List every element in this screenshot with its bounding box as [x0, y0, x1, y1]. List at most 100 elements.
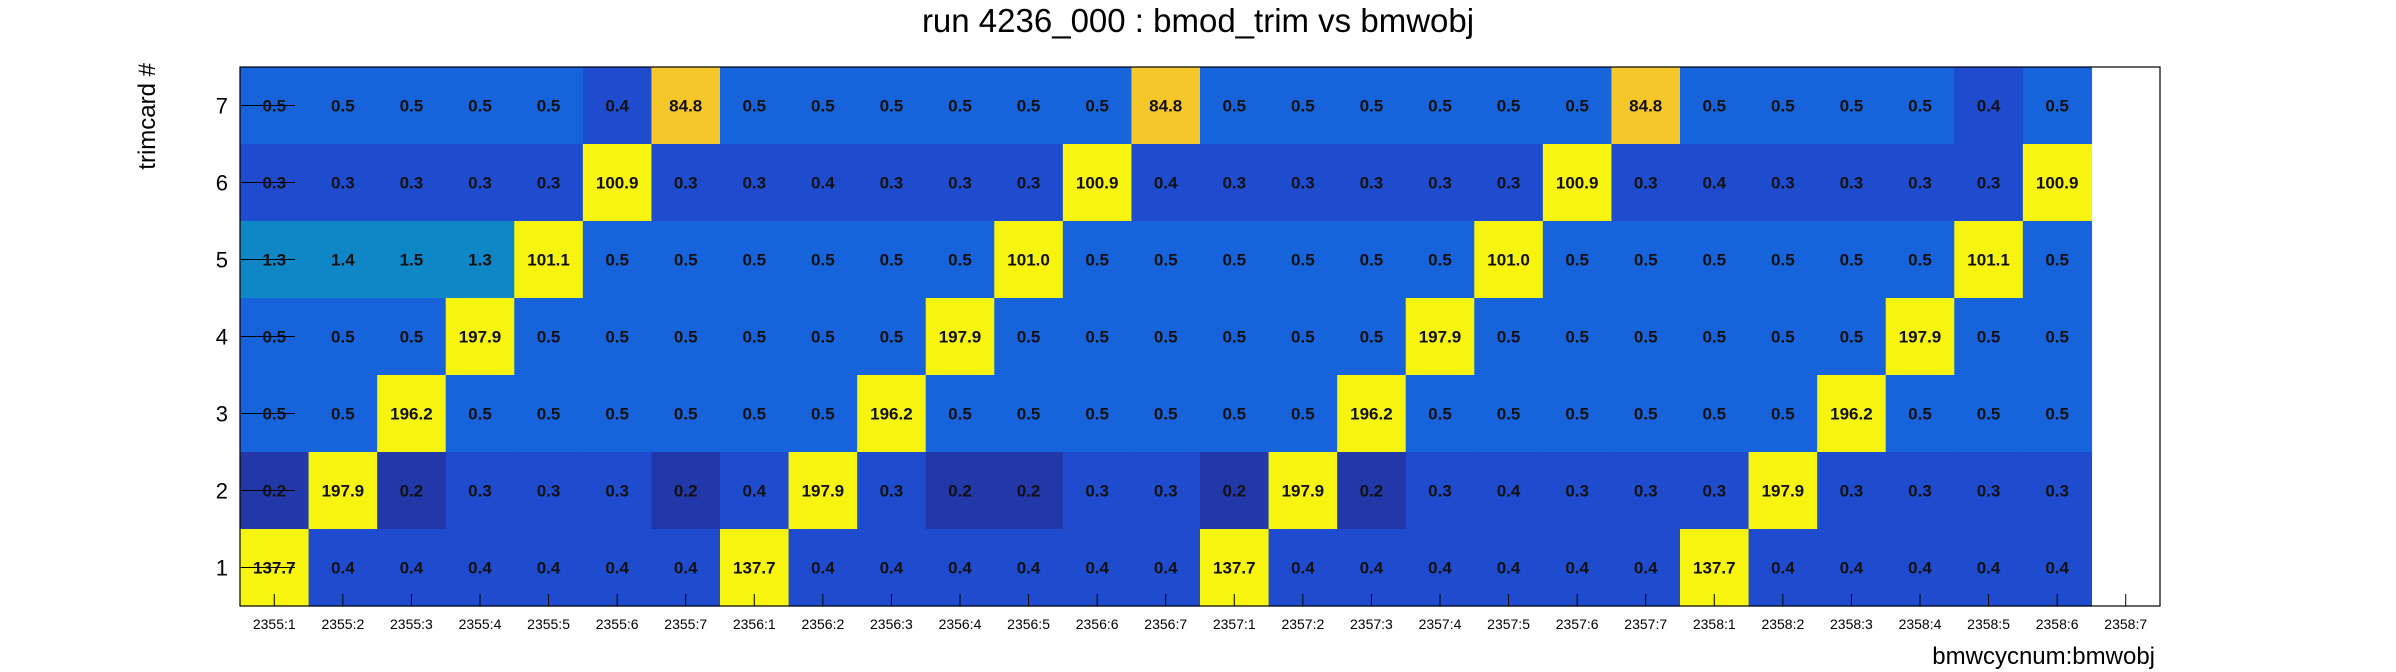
cell-value-label: 101.0 [1487, 251, 1530, 270]
heatmap-cell [1200, 452, 1270, 530]
heatmap-cell [2022, 67, 2093, 145]
heatmap-cell [514, 144, 584, 222]
x-tick-label: 2355:2 [321, 616, 364, 632]
heatmap-cell [1405, 529, 1475, 607]
cell-value-label: 0.4 [1291, 559, 1315, 578]
heatmap-cell [1817, 144, 1887, 222]
cell-value-label: 0.5 [811, 251, 835, 270]
heatmap-cell [1817, 221, 1887, 299]
cell-value-label: 0.5 [1428, 97, 1452, 116]
heatmap-cell [1542, 67, 1613, 145]
heatmap-cell [582, 221, 653, 299]
cell-value-label: 100.9 [1076, 174, 1119, 193]
cell-value-label: 0.5 [674, 251, 698, 270]
heatmap-cell [2022, 298, 2093, 376]
heatmap-cell [857, 221, 927, 299]
heatmap-cell [720, 529, 790, 607]
heatmap-cell [788, 67, 858, 145]
cell-value-label: 197.9 [1419, 328, 1462, 347]
heatmap-cell [1748, 221, 1818, 299]
heatmap-cell [857, 452, 927, 530]
heatmap-cell [1680, 221, 1750, 299]
cell-value-label: 0.4 [605, 97, 629, 116]
heatmap-cell [1885, 67, 1955, 145]
heatmap-cell [1337, 144, 1407, 222]
cell-value-label: 0.3 [1565, 482, 1589, 501]
cell-value-label: 0.5 [674, 328, 698, 347]
cell-value-label: 0.3 [1977, 174, 2001, 193]
heatmap-cell [1062, 221, 1133, 299]
heatmap-cell [1200, 375, 1270, 453]
cell-value-label: 0.4 [1154, 174, 1178, 193]
heatmap-cell [857, 144, 927, 222]
cell-value-label: 0.5 [2045, 328, 2069, 347]
heatmap-cells [240, 67, 2093, 607]
cell-value-label: 0.5 [1908, 97, 1932, 116]
heatmap-cell [994, 221, 1064, 299]
heatmap-cell [1200, 529, 1270, 607]
cell-value-label: 0.5 [1291, 251, 1315, 270]
cell-value-label: 196.2 [1830, 405, 1873, 424]
heatmap-cell [651, 452, 721, 530]
heatmap-cell [857, 529, 927, 607]
cell-value-label: 0.5 [742, 97, 766, 116]
cell-value-label: 100.9 [2036, 174, 2079, 193]
cell-value-label: 0.3 [2045, 482, 2069, 501]
heatmap-cell [1405, 452, 1475, 530]
cell-value-label: 0.3 [1222, 174, 1246, 193]
heatmap-cell [1680, 144, 1750, 222]
x-tick-label: 2356:7 [1144, 616, 1187, 632]
cell-value-label: 0.3 [1771, 174, 1795, 193]
cell-value-label: 0.5 [1017, 97, 1041, 116]
heatmap-cell [1817, 298, 1887, 376]
cell-value-label: 0.3 [948, 174, 972, 193]
cell-value-label: 1.5 [400, 251, 424, 270]
heatmap-cell [1542, 375, 1613, 453]
cell-value-label: 101.1 [1967, 251, 2010, 270]
cell-value-label: 0.5 [1908, 405, 1932, 424]
cell-value-label: 0.5 [1771, 328, 1795, 347]
heatmap-cell [994, 67, 1064, 145]
cell-value-label: 0.3 [468, 482, 492, 501]
x-tick-label: 2357:1 [1213, 616, 1256, 632]
cell-value-label: 0.3 [1497, 174, 1521, 193]
cell-value-label: 0.5 [742, 328, 766, 347]
cell-value-label: 197.9 [1282, 482, 1325, 501]
cell-value-label: 0.3 [1977, 482, 2001, 501]
cell-value-label: 0.3 [1840, 174, 1864, 193]
heatmap-cell [788, 529, 858, 607]
cell-value-label: 0.4 [605, 559, 629, 578]
heatmap-cell [2022, 221, 2093, 299]
cell-value-label: 0.5 [2045, 405, 2069, 424]
cell-value-label: 0.5 [1908, 251, 1932, 270]
x-tick-label: 2356:6 [1076, 616, 1119, 632]
heatmap-cell [514, 529, 584, 607]
heatmap-cell [1405, 375, 1475, 453]
cell-value-label: 0.3 [537, 174, 561, 193]
cell-value-label: 0.3 [1634, 482, 1658, 501]
cell-value-label: 197.9 [1899, 328, 1942, 347]
cell-value-label: 196.2 [1350, 405, 1393, 424]
cell-value-label: 0.5 [468, 405, 492, 424]
cell-value-label: 0.5 [1702, 328, 1726, 347]
x-tick-label: 2357:5 [1487, 616, 1530, 632]
heatmap-cell [857, 67, 927, 145]
heatmap-cell [1131, 529, 1201, 607]
cell-value-label: 0.4 [880, 559, 904, 578]
cell-value-label: 0.3 [1428, 482, 1452, 501]
heatmap-cell [1337, 452, 1407, 530]
heatmap-cell [720, 144, 790, 222]
x-tick-label: 2356:2 [801, 616, 844, 632]
heatmap-cell [582, 144, 653, 222]
cell-value-label: 197.9 [459, 328, 502, 347]
cell-value-label: 0.5 [400, 328, 424, 347]
cell-value-label: 0.5 [1428, 251, 1452, 270]
heatmap-cell [720, 221, 790, 299]
cell-value-label: 0.5 [880, 97, 904, 116]
cell-value-label: 0.4 [1497, 559, 1521, 578]
heatmap-cell [514, 452, 584, 530]
cell-value-label: 0.5 [880, 328, 904, 347]
cell-value-label: 0.3 [880, 174, 904, 193]
cell-value-label: 137.7 [1213, 559, 1256, 578]
cell-value-label: 0.3 [1840, 482, 1864, 501]
